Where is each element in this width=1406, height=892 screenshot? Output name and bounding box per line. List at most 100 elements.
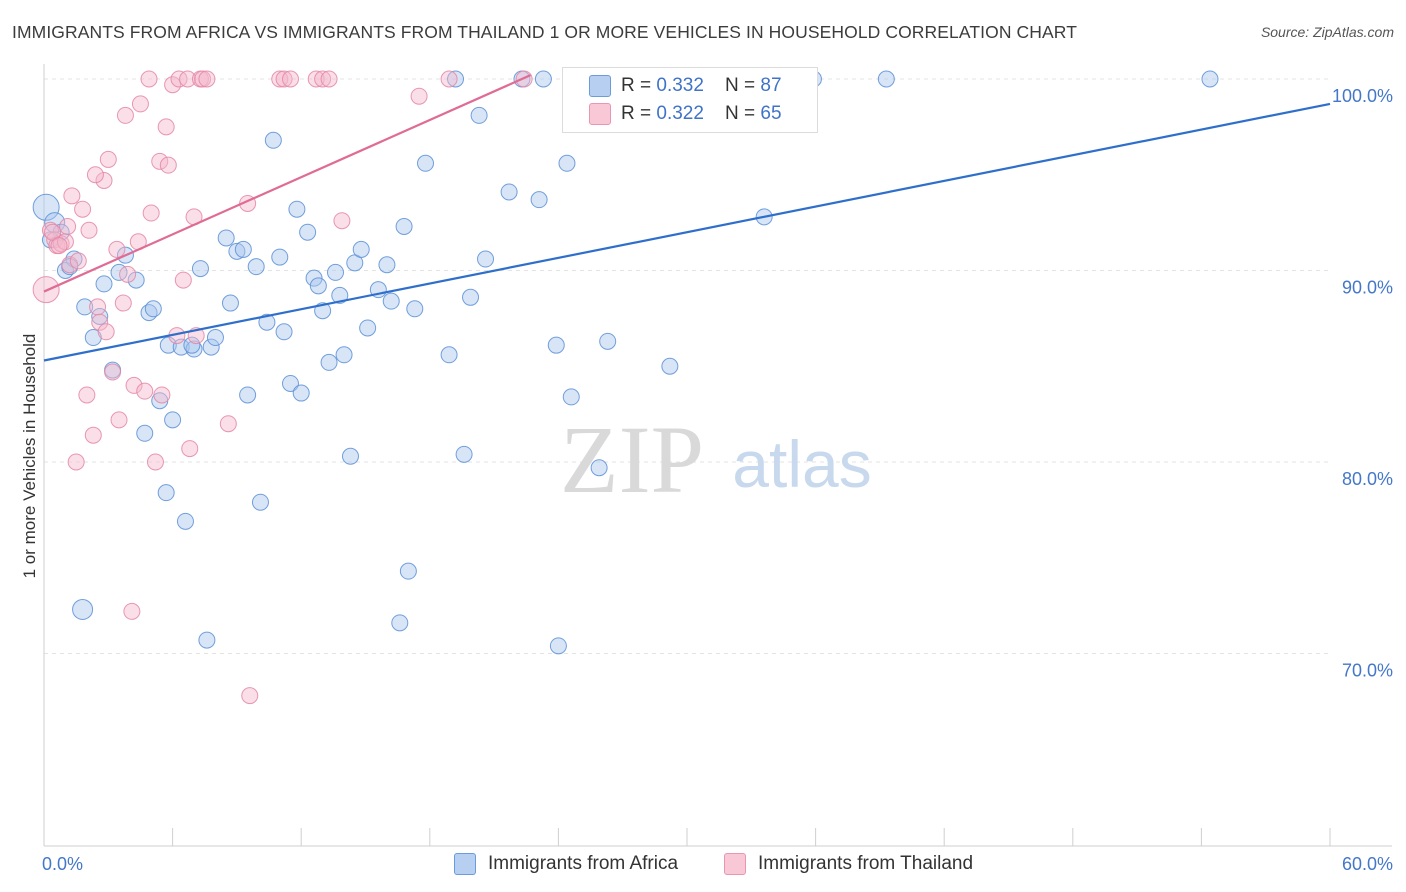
thailand-point-63 (86, 166, 104, 184)
africa-point-47 (331, 286, 349, 304)
africa-point-36 (271, 248, 289, 266)
thailand-point-50 (241, 687, 259, 705)
thailand-point-25 (123, 602, 141, 620)
bottom-legend-swatch-thailand (724, 853, 746, 875)
thailand-point-17 (97, 323, 115, 341)
africa-point-66 (477, 250, 495, 268)
africa-point-29 (228, 242, 246, 260)
thailand-point-28 (131, 95, 149, 113)
bottom-legend-africa: Immigrants from Africa (454, 852, 678, 876)
thailand-point-1 (41, 221, 59, 239)
africa-point-18 (159, 336, 177, 354)
thailand-point-39 (170, 70, 188, 88)
africa-point-10 (110, 263, 128, 281)
africa-point-51 (352, 240, 370, 258)
thailand-point-21 (110, 411, 128, 429)
africa-point-20 (172, 338, 190, 356)
africa-point-27 (217, 229, 235, 247)
legend-thailand-n-label: N = (725, 103, 761, 124)
legend-thailand-r-value: 0.322 (656, 103, 704, 124)
thailand-point-32 (146, 453, 164, 471)
thailand-point-53 (281, 70, 299, 88)
thailand-trendline (43, 74, 531, 293)
thailand-point-58 (410, 87, 428, 105)
thailand-point-26 (125, 376, 143, 394)
africa-point-12 (127, 271, 145, 289)
africa-point-41 (299, 223, 317, 241)
thailand-point-15 (91, 313, 109, 331)
africa-point-17 (157, 484, 175, 502)
y-tick-label-1: 90.0% (1342, 278, 1393, 298)
thailand-point-4 (52, 235, 70, 253)
thailand-point-18 (99, 150, 117, 168)
thailand-point-13 (84, 426, 102, 444)
africa-point-21 (176, 512, 194, 530)
legend-africa-r-value: 0.332 (656, 75, 704, 96)
africa-point-37 (275, 323, 293, 341)
africa-point-76 (599, 332, 617, 350)
thailand-point-59 (440, 70, 458, 88)
africa-point-73 (558, 154, 576, 172)
thailand-point-14 (89, 298, 107, 316)
thailand-point-42 (181, 440, 199, 458)
africa-point-0 (32, 193, 60, 221)
africa-point-69 (530, 191, 548, 209)
africa-point-28 (221, 294, 239, 312)
africa-point-61 (440, 346, 458, 364)
tick-label-layer: 100.0% 90.0% 80.0% 70.0% 0.0% 60.0% (42, 86, 1393, 874)
africa-point-30 (234, 240, 252, 258)
africa-point-32 (247, 258, 265, 276)
watermark-atlas: atlas (732, 427, 871, 501)
africa-point-8 (95, 275, 113, 293)
africa-point-67 (500, 183, 518, 201)
legend-swatch-thailand (589, 103, 611, 125)
thailand-point-30 (140, 70, 158, 88)
legend-africa-n-label: N = (725, 75, 761, 96)
africa-point-46 (326, 263, 344, 281)
thailand-point-24 (119, 265, 137, 283)
thailand-point-22 (114, 294, 132, 312)
africa-point-74 (562, 388, 580, 406)
grid-layer (44, 78, 1330, 654)
y-tick-label-2: 80.0% (1342, 469, 1393, 489)
thailand-point-33 (151, 152, 169, 170)
africa-trendline (43, 102, 1331, 362)
watermark: ZIP atlas (560, 406, 872, 513)
africa-point-64 (462, 288, 480, 306)
thailand-point-62 (59, 217, 77, 235)
watermark-zip: ZIP (560, 406, 704, 513)
thailand-point-10 (74, 200, 92, 218)
thailand-point-9 (69, 252, 87, 270)
africa-point-62 (447, 70, 465, 88)
africa-point-81 (877, 70, 895, 88)
africa-point-34 (258, 313, 276, 331)
x-tick-label-0: 0.0% (42, 854, 83, 874)
thailand-point-40 (174, 271, 192, 289)
africa-point-5 (76, 298, 94, 316)
thailand-point-12 (80, 221, 98, 239)
africa-point-13 (136, 424, 154, 442)
thailand-point-7 (63, 187, 81, 205)
points-layer (32, 70, 1219, 705)
thailand-point-6 (61, 256, 79, 274)
africa-point-48 (335, 346, 353, 364)
africa-point-56 (391, 614, 409, 632)
africa-point-49 (341, 447, 359, 465)
y-tick-label-0: 100.0% (1332, 86, 1393, 106)
source-label: Source: ZipAtlas.com (1260, 24, 1394, 40)
thailand-point-8 (67, 453, 85, 471)
africa-point-40 (292, 384, 310, 402)
trend-layer (43, 74, 1331, 362)
africa-point-38 (281, 374, 299, 392)
chart-title: IMMIGRANTS FROM AFRICA VS IMMIGRANTS FRO… (12, 22, 1077, 42)
legend-africa-n-value: 87 (760, 75, 782, 96)
africa-point-77 (661, 357, 679, 375)
africa-point-23 (191, 260, 209, 278)
africa-point-71 (547, 336, 565, 354)
thailand-point-36 (159, 156, 177, 174)
legend-thailand-n-value: 65 (760, 103, 782, 124)
thailand-point-47 (198, 70, 216, 88)
africa-point-70 (534, 70, 552, 88)
africa-point-72 (549, 637, 567, 655)
